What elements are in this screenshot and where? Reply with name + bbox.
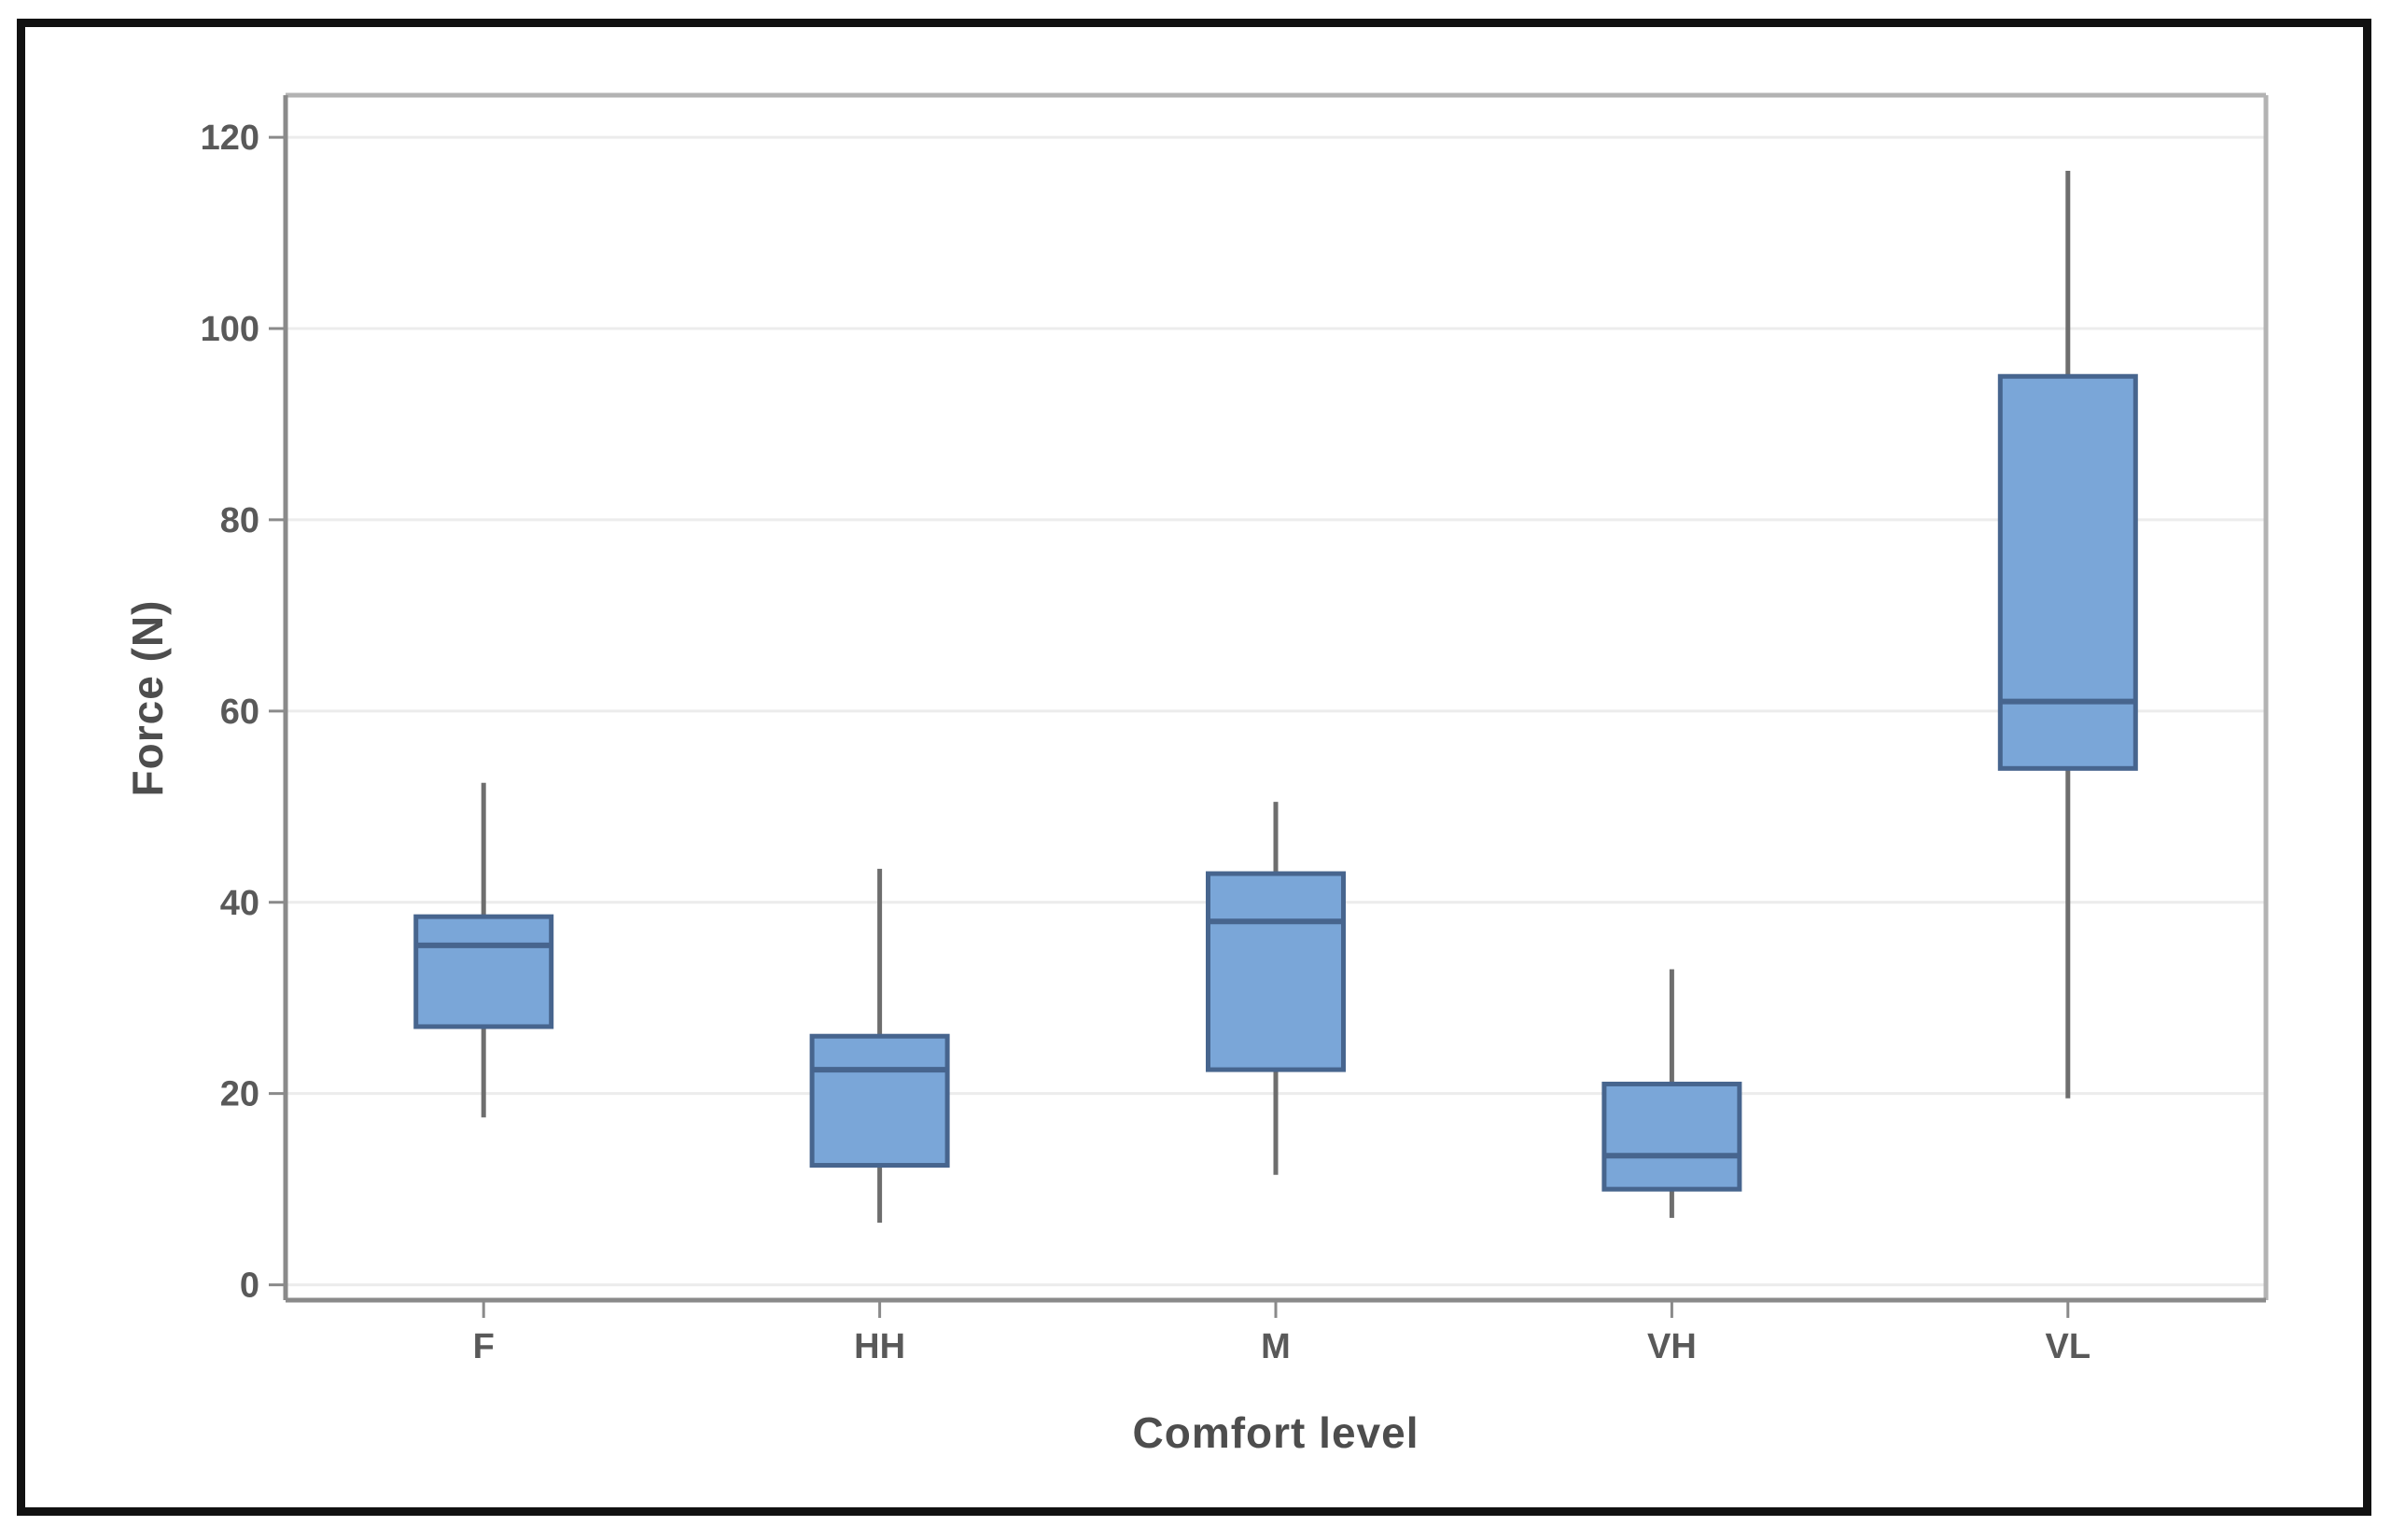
box-VH xyxy=(1601,1081,1742,1192)
x-tick-label-M: M xyxy=(1261,1327,1291,1366)
y-tick-label-0: 0 xyxy=(240,1267,259,1306)
x-axis-title: Comfort level xyxy=(1132,1408,1419,1457)
y-tick-label-20: 20 xyxy=(220,1075,259,1114)
y-tick-label-40: 40 xyxy=(220,884,259,923)
y-tick-label-60: 60 xyxy=(220,693,259,732)
y-tick-label-100: 100 xyxy=(201,310,259,349)
x-tick-label-HH: HH xyxy=(854,1327,905,1366)
box-HH xyxy=(809,1033,950,1169)
x-tick-label-F: F xyxy=(473,1327,495,1366)
x-tick-label-VL: VL xyxy=(2046,1327,2091,1366)
box-VL xyxy=(1997,373,2138,771)
y-tick-label-80: 80 xyxy=(220,501,259,540)
y-axis-title: Force (N) xyxy=(123,599,172,797)
figure-border xyxy=(17,19,2371,1516)
y-tick-label-120: 120 xyxy=(201,119,259,158)
box-M xyxy=(1206,871,1346,1072)
box-F xyxy=(413,914,554,1029)
x-tick-label-VH: VH xyxy=(1647,1327,1697,1366)
